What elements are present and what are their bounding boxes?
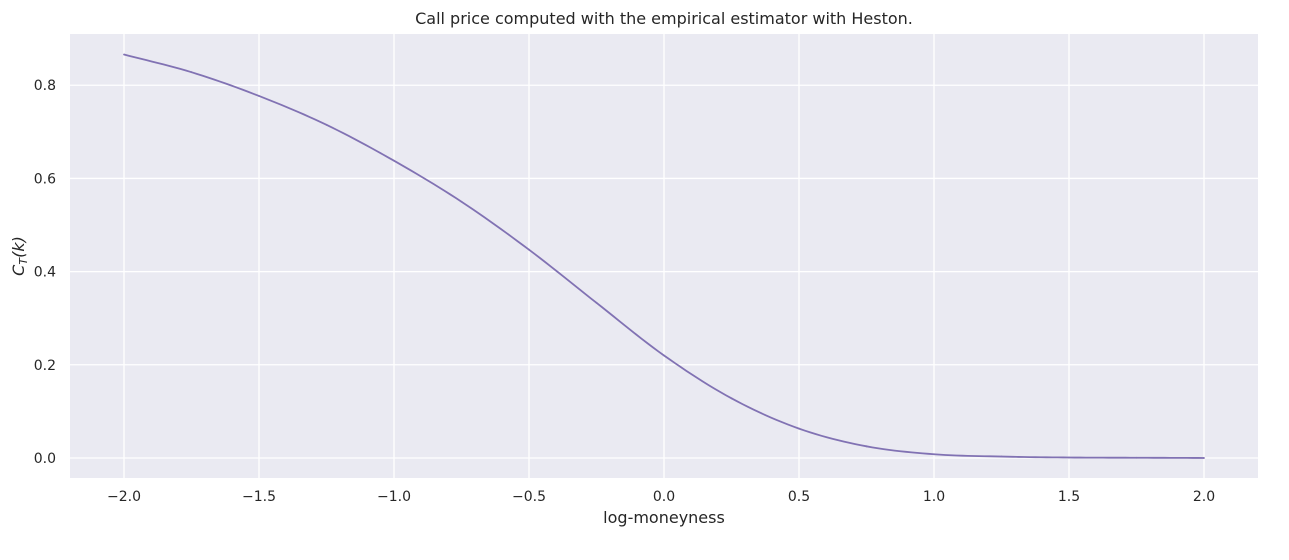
x-axis-label: log-moneyness (603, 508, 725, 527)
data-point (1000, 455, 1003, 458)
data-point (1135, 456, 1138, 459)
y-tick-label: 0.8 (34, 78, 56, 94)
x-tick-label: −0.5 (512, 489, 546, 505)
series-layer (123, 53, 1205, 459)
data-point (325, 123, 328, 126)
x-tick-label: 2.0 (1193, 489, 1215, 505)
x-tick-label: 0.0 (653, 489, 675, 505)
chart-title: Call price computed with the empirical e… (415, 9, 913, 28)
data-point (190, 71, 193, 74)
data-point (393, 159, 395, 162)
data-point (730, 397, 733, 400)
y-tick-label: 0.0 (34, 451, 56, 467)
x-tick-label: −2.0 (107, 489, 141, 505)
y-tick-label: 0.4 (34, 265, 56, 281)
data-point (798, 427, 800, 430)
data-point (123, 53, 125, 56)
y-axis-label: CT(k) (9, 236, 30, 276)
data-point (460, 200, 463, 203)
y-tick-label: 0.6 (34, 171, 56, 187)
y-axis-label-subscript: T (17, 257, 30, 265)
x-tick-labels: −2.0 −1.5 −1.0 −0.5 0.0 0.5 1.0 1.5 2.0 (107, 489, 1215, 505)
x-tick-label: 0.5 (788, 489, 810, 505)
data-point (1068, 456, 1070, 459)
data-point (663, 354, 665, 357)
data-point (528, 248, 530, 251)
data-point (933, 453, 935, 456)
y-axis-label-main: C (9, 264, 28, 276)
y-axis-label-tail: (k) (9, 236, 28, 258)
x-tick-label: −1.0 (377, 489, 411, 505)
data-point (258, 95, 260, 97)
y-tick-labels: 0.0 0.2 0.4 0.6 0.8 (34, 78, 56, 467)
y-tick-label: 0.2 (34, 358, 56, 374)
data-point (865, 445, 868, 448)
x-tick-label: −1.5 (242, 489, 276, 505)
x-tick-label: 1.0 (923, 489, 945, 505)
data-point (595, 301, 598, 304)
x-tick-label: 1.5 (1058, 489, 1080, 505)
data-point (1203, 457, 1205, 459)
